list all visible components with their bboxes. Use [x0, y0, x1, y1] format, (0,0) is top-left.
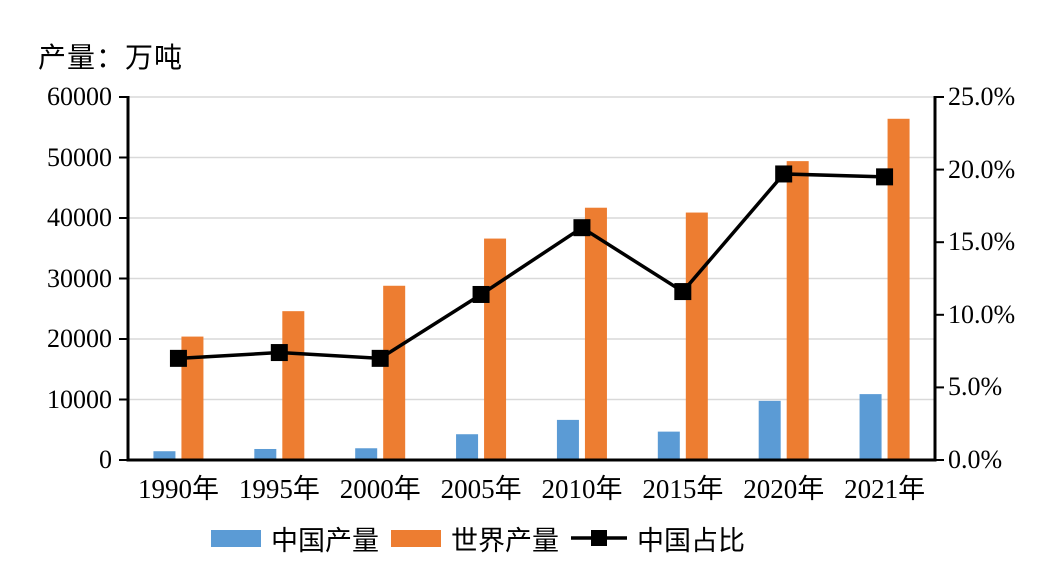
y-axis-right-tick-label: 5.0%: [948, 372, 1003, 402]
bar-china-production: [758, 400, 781, 460]
china-share-marker: [472, 285, 490, 303]
bar-world-production: [282, 311, 305, 460]
bar-china-production: [355, 448, 378, 460]
x-axis-category-label: 2010年: [541, 474, 623, 504]
china-share-marker: [270, 344, 288, 362]
x-axis-category-label: 1990年: [137, 474, 219, 504]
y-axis-left-tick-label: 30000: [47, 263, 112, 293]
legend-square-marker: [591, 530, 607, 546]
legend-label-china-share: 中国占比: [637, 525, 745, 556]
legend-swatch-china-bar: [211, 529, 261, 547]
y-axis-right-tick-label: 10.0%: [948, 299, 1016, 329]
bar-world-production: [887, 118, 910, 460]
legend-line-marker-symbol: [571, 530, 627, 546]
y-axis-right-tick-label: 0.0%: [948, 445, 1003, 474]
bar-china-production: [254, 448, 277, 460]
y-axis-right-tick-label: 15.0%: [948, 227, 1016, 257]
legend-label-china-production: 中国产量: [271, 525, 379, 556]
x-axis-category-label: 1995年: [238, 474, 320, 504]
china-share-marker: [371, 349, 389, 367]
y-axis-left-tick-label: 0: [99, 445, 112, 474]
china-share-marker: [573, 219, 591, 237]
legend-item-china-share: 中国占比: [571, 519, 745, 558]
legend: 中国产量 世界产量 中国占比: [128, 520, 828, 556]
x-axis-category-label: 2005年: [440, 474, 522, 504]
legend-item-world-production: 世界产量: [391, 519, 559, 558]
bar-china-production: [456, 434, 479, 460]
bar-china-production: [657, 431, 680, 460]
y-axis-left-tick-label: 40000: [47, 203, 112, 232]
bar-china-production: [556, 419, 579, 460]
bar-china-production: [153, 451, 176, 460]
china-share-marker: [876, 168, 894, 186]
y-axis-left-tick-label: 20000: [47, 324, 112, 353]
bar-world-production: [181, 336, 204, 460]
x-axis-category-label: 2020年: [743, 474, 825, 504]
y-axis-left-tick-label: 10000: [47, 384, 112, 414]
y-axis-left-tick-label: 60000: [47, 82, 112, 111]
chart-title: 产量：万吨: [38, 42, 184, 73]
bar-world-production: [484, 238, 507, 460]
bar-world-production: [786, 161, 809, 460]
x-axis-category-label: 2015年: [642, 474, 724, 504]
legend-swatch-world-bar: [391, 529, 441, 547]
bar-world-production: [685, 212, 708, 460]
bar-china-production: [859, 394, 882, 460]
bar-world-production: [383, 285, 406, 460]
x-axis-category-label: 2021年: [844, 474, 926, 504]
x-axis-category-label: 2000年: [339, 474, 421, 504]
legend-item-china-production: 中国产量: [211, 519, 379, 558]
china-share-line: [178, 172, 885, 361]
china-share-marker: [775, 165, 793, 183]
y-axis-right-tick-label: 20.0%: [948, 154, 1016, 184]
china-share-marker: [169, 349, 187, 367]
y-axis-right-tick-label: 25.0%: [948, 82, 1016, 111]
bar-world-production: [584, 207, 607, 460]
legend-label-world-production: 世界产量: [451, 525, 559, 556]
china-share-marker: [674, 283, 692, 301]
y-axis-left-tick-label: 50000: [47, 142, 112, 172]
